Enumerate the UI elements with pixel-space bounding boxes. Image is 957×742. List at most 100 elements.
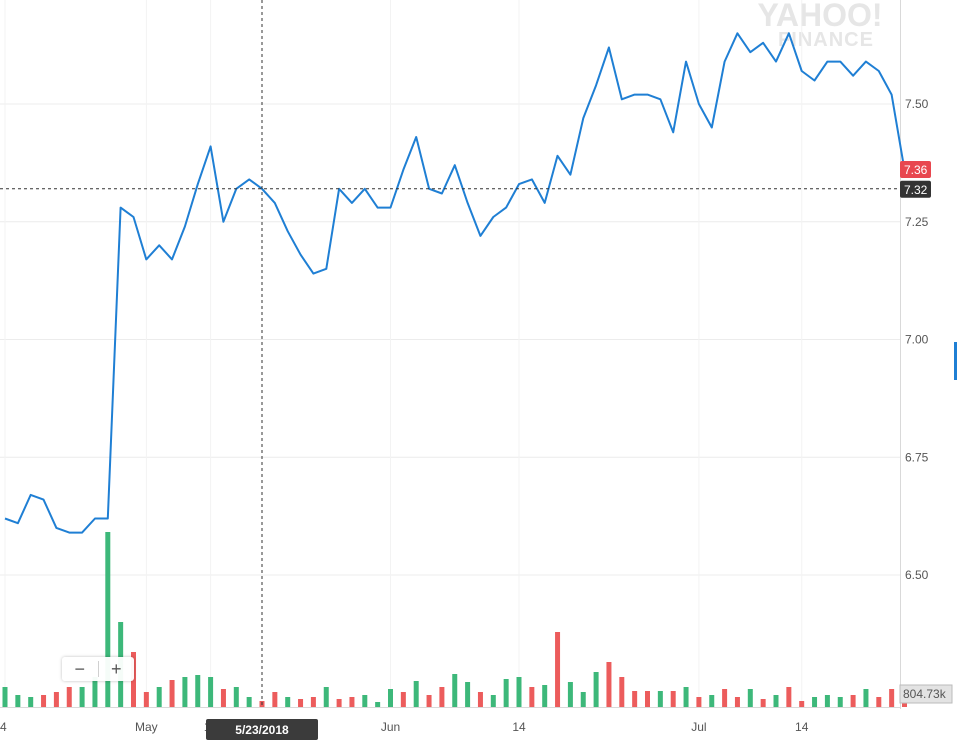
volume-bar xyxy=(28,697,34,707)
volume-bar xyxy=(632,691,638,707)
y-tick-label: 7.25 xyxy=(905,215,929,229)
volume-bar xyxy=(182,677,188,707)
volume-bar xyxy=(773,695,779,707)
volume-bar xyxy=(619,677,625,707)
x-tick-label: Jun xyxy=(381,720,400,734)
crosshair-price-label: 7.32 xyxy=(904,183,928,197)
zoom-divider xyxy=(97,661,99,677)
volume-bar xyxy=(2,687,8,707)
volume-bar xyxy=(516,677,522,707)
volume-bar xyxy=(323,687,329,707)
volume-bar xyxy=(336,699,342,707)
volume-badge xyxy=(899,684,953,704)
volume-bar xyxy=(169,680,175,707)
volume-bar xyxy=(246,697,252,707)
volume-bar xyxy=(657,691,663,707)
y-axis: 7.50 7.25 7.00 6.75 6.50 xyxy=(905,97,929,582)
volume-bar xyxy=(580,692,586,707)
volume-bar xyxy=(92,677,98,707)
volume-bar xyxy=(220,689,226,707)
volume-bar xyxy=(734,697,740,707)
last-price-label: 7.36 xyxy=(904,163,928,177)
volume-bar xyxy=(567,682,573,707)
volume-bar xyxy=(542,685,548,707)
yahoo-finance-watermark: YAHOO! FINANCE xyxy=(757,0,882,51)
volume-bar xyxy=(388,689,393,707)
x-tick-label: Jul xyxy=(691,720,706,734)
watermark-line2: FINANCE xyxy=(778,29,874,51)
volume-bar xyxy=(696,697,702,707)
volume-bar xyxy=(747,689,753,707)
last-price-badge xyxy=(900,160,931,178)
volume-bar xyxy=(477,692,483,707)
volume-bar xyxy=(413,681,419,707)
y-tick-label: 6.75 xyxy=(905,450,929,464)
zoom-out-button[interactable]: − xyxy=(74,658,85,679)
volume-bar xyxy=(349,697,355,707)
volume-bar xyxy=(143,692,149,707)
volume-bar xyxy=(375,702,381,707)
volume-bar xyxy=(786,687,792,707)
volume-bar xyxy=(593,672,599,707)
volume-bar xyxy=(272,692,278,707)
volume-bar xyxy=(233,687,239,707)
x-tick-label: 4 xyxy=(0,720,7,734)
volume-bar xyxy=(799,701,805,707)
watermark-line1: YAHOO! xyxy=(757,0,882,33)
volume-bar xyxy=(452,674,458,707)
volume-bar xyxy=(824,695,830,707)
crosshair-date-label: 5/23/2018 xyxy=(235,723,289,737)
x-axis: 4May14Jun14Jul14 xyxy=(0,720,809,734)
volume-bar xyxy=(503,679,509,707)
volume-bar xyxy=(490,695,496,707)
price-badges: 7.36 7.32 804.73k 5/23/2018 xyxy=(206,160,953,740)
volume-bar xyxy=(889,689,895,707)
grid-lines xyxy=(0,0,901,709)
volume-bar xyxy=(722,689,728,707)
volume-bar xyxy=(41,695,47,707)
crosshair-date-badge xyxy=(206,719,318,740)
volume-bar xyxy=(555,632,561,707)
volume-bar xyxy=(850,695,856,707)
x-tick-label: May xyxy=(135,720,158,734)
volume-bar xyxy=(53,692,59,707)
x-tick-label: 14 xyxy=(512,720,526,734)
volume-bar xyxy=(400,692,406,707)
volume-bar xyxy=(66,687,72,707)
y-tick-label: 6.50 xyxy=(905,568,929,582)
volume-bar xyxy=(812,697,818,707)
volume-bar xyxy=(670,691,676,707)
volume-bar xyxy=(310,697,316,707)
volume-bar xyxy=(709,695,715,707)
price-line xyxy=(4,32,906,534)
zoom-in-button[interactable]: + xyxy=(110,658,122,679)
volume-bar xyxy=(285,697,291,707)
volume-bar xyxy=(208,677,214,707)
side-panel-handle[interactable] xyxy=(954,342,957,380)
volume-bar xyxy=(683,687,689,707)
zoom-control: − + xyxy=(62,657,134,681)
volume-bar xyxy=(529,687,535,707)
volume-bar xyxy=(863,689,869,707)
volume-bar xyxy=(362,695,368,707)
volume-bar xyxy=(439,687,445,707)
volume-bar xyxy=(298,699,304,707)
volume-bar xyxy=(760,699,766,707)
y-tick-label: 7.00 xyxy=(905,333,929,347)
y-tick-label: 7.50 xyxy=(905,97,929,111)
volume-bar xyxy=(195,675,201,707)
volume-bar xyxy=(465,682,471,707)
volume-bar xyxy=(837,697,843,707)
volume-bar xyxy=(876,697,882,707)
crosshair-price-badge xyxy=(900,180,931,198)
x-tick-label: 14 xyxy=(795,720,809,734)
volume-bar xyxy=(156,687,162,707)
volume-bar xyxy=(606,662,612,707)
volume-bar xyxy=(105,532,111,707)
volume-label: 804.73k xyxy=(903,687,947,701)
volume-bars xyxy=(2,532,907,707)
volume-bar xyxy=(426,695,432,707)
volume-bar xyxy=(645,691,650,707)
